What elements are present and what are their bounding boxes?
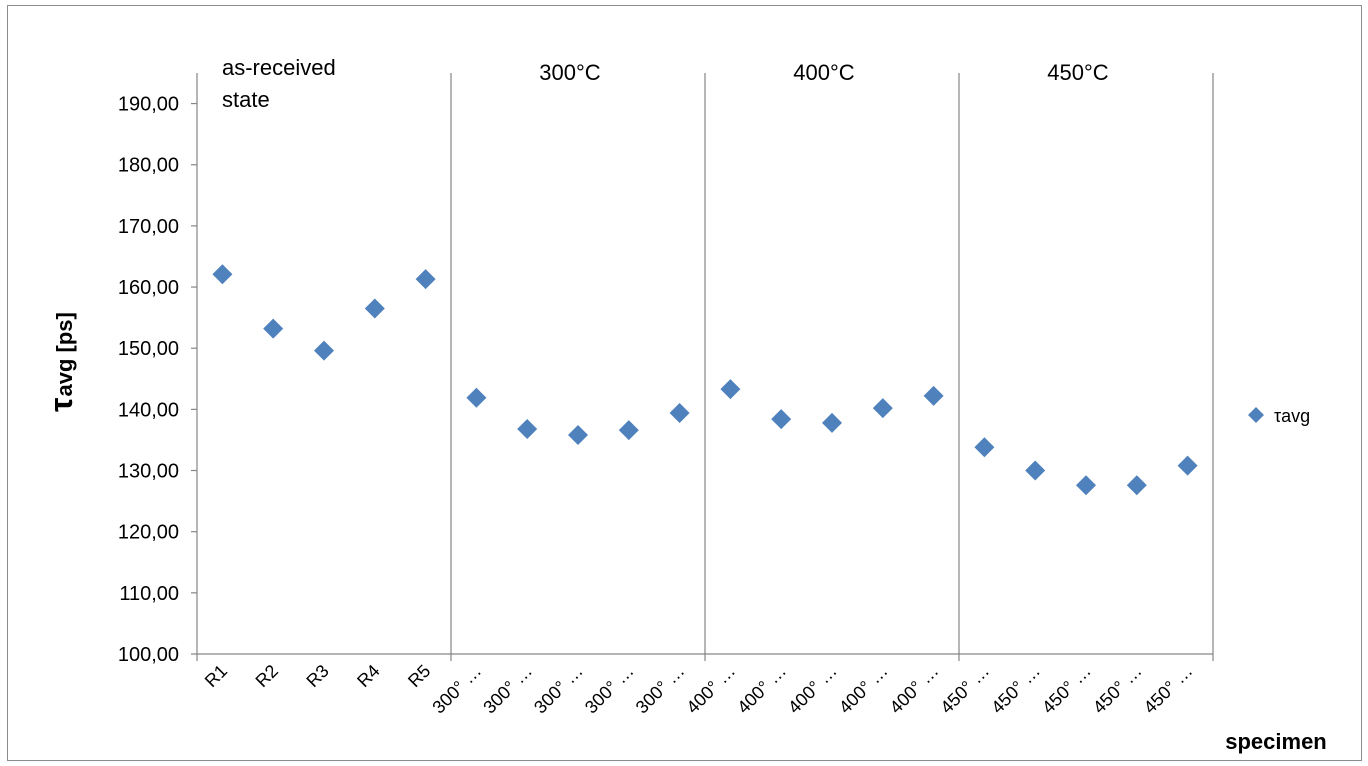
x-tick-label: 400° …: [733, 661, 790, 718]
x-tick-label: 450° …: [1038, 661, 1095, 718]
x-tick-label: R1: [201, 661, 231, 691]
data-point: [364, 298, 385, 319]
y-tick-label: 170,00: [118, 216, 179, 238]
data-point: [1076, 475, 1096, 496]
x-tick-label: R3: [302, 661, 332, 691]
y-tick-label: 150,00: [118, 338, 179, 360]
x-tick-label: R4: [353, 661, 383, 691]
group-label-line: as-received: [222, 55, 336, 80]
data-point: [1025, 460, 1046, 481]
data-point: [517, 418, 538, 439]
x-tick-label: 450° …: [987, 661, 1044, 718]
group-label: 400°C: [793, 60, 855, 85]
chart-frame: [7, 5, 1362, 761]
x-tick-label: R5: [404, 661, 434, 691]
data-point: [263, 318, 284, 339]
data-point: [771, 409, 792, 430]
y-axis-title-symbol: τ: [43, 398, 79, 412]
data-point: [568, 425, 588, 446]
data-point: [822, 412, 842, 433]
y-tick-labels: 100,00 110,00 120,00 130,00 140,00 150,00 160,…: [118, 94, 179, 666]
x-axis-title: specimen: [1225, 729, 1327, 754]
group-label: as-received state: [222, 55, 336, 112]
data-point: [618, 420, 639, 441]
x-tick-label: 300° …: [581, 661, 638, 718]
y-tick-label: 180,00: [118, 155, 179, 177]
data-point: [415, 269, 436, 290]
group-label: 450°C: [1047, 60, 1109, 85]
x-tick-label: 400° …: [784, 661, 841, 718]
x-tick-label: 300° …: [530, 661, 587, 718]
y-tick-label: 120,00: [118, 522, 179, 544]
data-point: [923, 385, 944, 406]
data-point: [720, 379, 741, 400]
data-point: [1126, 475, 1147, 496]
legend: τavg: [1248, 406, 1310, 426]
y-tick-label: 100,00: [118, 644, 179, 666]
x-tick-label: 300° …: [632, 661, 689, 718]
group-label-line: state: [222, 87, 270, 112]
x-tick-label: 300° …: [428, 661, 485, 718]
data-point: [669, 403, 690, 424]
x-tick-label: 400° …: [886, 661, 943, 718]
x-tick-label: 400° …: [835, 661, 892, 718]
x-tick-label: R2: [252, 661, 282, 691]
data-point: [466, 387, 487, 408]
data-point: [872, 398, 893, 419]
y-tick-label: 130,00: [118, 461, 179, 483]
y-axis-title-rest: avg [ps]: [52, 312, 77, 396]
y-tick-label: 160,00: [118, 277, 179, 299]
x-tick-label: 300° …: [479, 661, 536, 718]
legend-marker-diamond: [1248, 407, 1264, 423]
group-dividers: [450, 73, 1214, 654]
x-tick-label: 400° …: [682, 661, 739, 718]
data-point: [974, 437, 995, 458]
group-label: 300°C: [539, 60, 601, 85]
data-point: [1177, 455, 1198, 476]
y-tick-label: 110,00: [119, 583, 179, 605]
group-labels: as-received state 300°C 400°C 450°C: [222, 55, 1109, 112]
x-tick-label: 450° …: [1140, 661, 1197, 718]
x-tick-label: 450° …: [936, 661, 993, 718]
y-tick-label: 140,00: [118, 399, 179, 421]
x-tick-label: 450° …: [1089, 661, 1146, 718]
y-axis-title: τ avg [ps]: [43, 312, 79, 412]
data-point: [212, 264, 233, 285]
data-point: [314, 340, 334, 361]
axes: [191, 73, 1214, 661]
y-tick-label: 190,00: [118, 94, 179, 116]
data-points: [212, 264, 1198, 496]
legend-label: τavg: [1274, 406, 1310, 426]
